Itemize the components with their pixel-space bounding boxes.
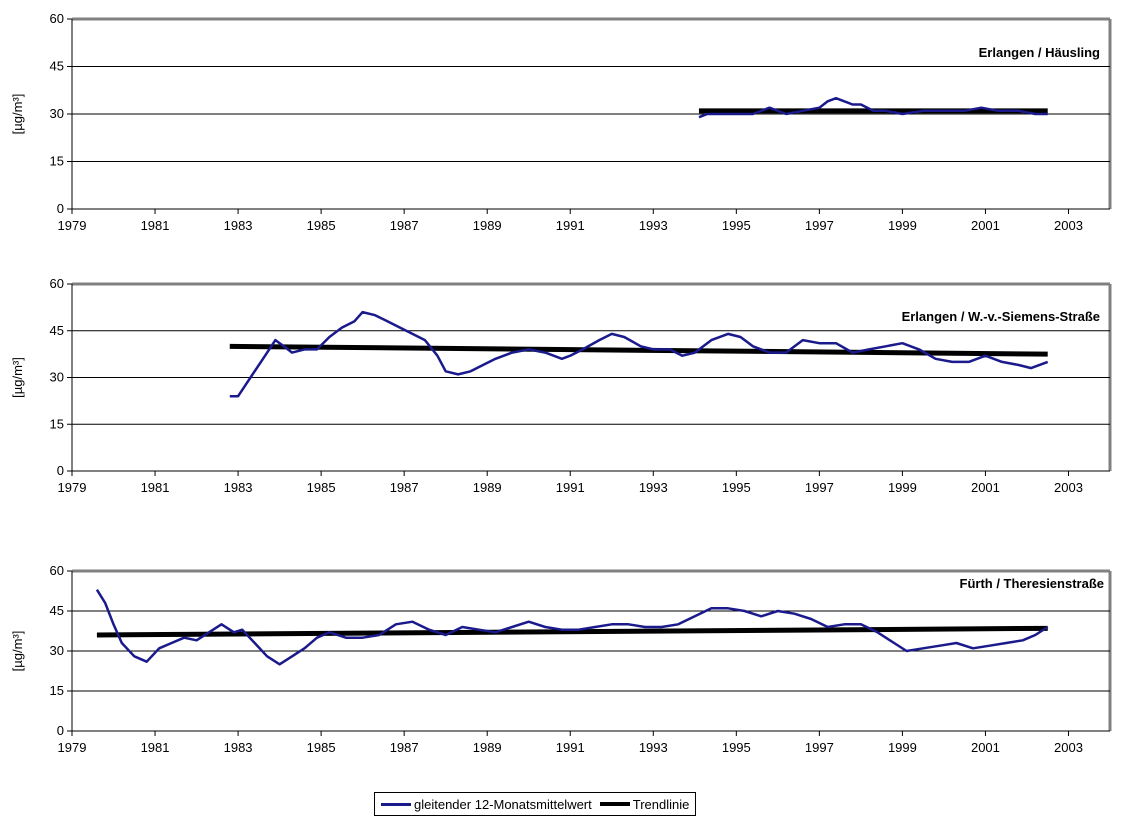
panel-1-xtick-label: 1999 [888, 218, 917, 233]
panel-2-xtick-label: 1983 [224, 480, 253, 495]
panel-3-ytick-label: 0 [57, 723, 64, 738]
panel-1-xtick-label: 1991 [556, 218, 585, 233]
panel-2-xtick-label: 1999 [888, 480, 917, 495]
panel-2-ytick-label: 15 [50, 416, 64, 431]
legend-label-trend: Trendlinie [632, 796, 690, 812]
panel-2-xtick-label: 1987 [390, 480, 419, 495]
panel-2-ylabel: [µg/m³] [10, 357, 25, 398]
panel-3-series-line [95, 589, 1049, 666]
panel-3-title: Fürth / Theresienstraße [960, 576, 1104, 591]
panel-2-xtick-label: 1997 [805, 480, 834, 495]
legend-label-series: gleitender 12-Monatsmittelwert [414, 796, 592, 812]
panel-3-xtick-label: 1983 [224, 740, 253, 755]
panel-1-series-line [698, 96, 1048, 119]
panel-2-ytick-label: 30 [50, 370, 64, 385]
panel-1-title: Erlangen / Häusling [979, 45, 1100, 60]
panel-2-xtick-label: 1991 [556, 480, 585, 495]
legend: gleitender 12-Monatsmittelwert Trendlini… [374, 792, 697, 816]
panel-2-title: Erlangen / W.-v.-Siemens-Straße [902, 309, 1100, 324]
panel-1-ytick-label: 0 [57, 201, 64, 216]
legend-swatch-series [381, 802, 411, 806]
panel-1-xtick-label: 1983 [224, 218, 253, 233]
panel-3-xtick-label: 2001 [971, 740, 1000, 755]
panel-2-xtick-label: 1989 [473, 480, 502, 495]
panel-3-xtick-label: 1987 [390, 740, 419, 755]
panel-1-xtick-label: 1989 [473, 218, 502, 233]
panel-1-xtick-label: 2003 [1054, 218, 1083, 233]
panel-3-xtick-label: 1989 [473, 740, 502, 755]
panel-2-series-line [229, 310, 1049, 398]
panel-2-xtick-label: 1981 [141, 480, 170, 495]
panel-2-xtick-label: 2001 [971, 480, 1000, 495]
panel-3-xtick-label: 1985 [307, 740, 336, 755]
panel-3-xtick-label: 2003 [1054, 740, 1083, 755]
panel-1-ytick-label: 45 [50, 59, 64, 74]
panel-1-ytick-label: 60 [50, 11, 64, 26]
panel-1-xtick-label: 1993 [639, 218, 668, 233]
panel-3-xtick-label: 1995 [722, 740, 751, 755]
panel-3-xtick-label: 1999 [888, 740, 917, 755]
panel-2-ytick-label: 45 [50, 323, 64, 338]
panel-3-ytick-label: 45 [50, 603, 64, 618]
panel-2-xtick-label: 2003 [1054, 480, 1083, 495]
panel-1-xtick-label: 1979 [58, 218, 87, 233]
panel-3-ylabel: [µg/m³] [10, 631, 25, 672]
panel-2-xtick-label: 1993 [639, 480, 668, 495]
panel-2-trendline [229, 343, 1048, 357]
panel-3-xtick-label: 1981 [141, 740, 170, 755]
panel-1-xtick-label: 1995 [722, 218, 751, 233]
panel-3-xtick-label: 1993 [639, 740, 668, 755]
panel-3-ytick-label: 60 [50, 563, 64, 578]
panel-1-ylabel: [µg/m³] [10, 94, 25, 135]
panel-2-xtick-label: 1979 [58, 480, 87, 495]
legend-swatch-trend [599, 802, 630, 806]
panel-3-trendline [96, 625, 1048, 638]
panel-3-ytick-label: 15 [50, 683, 64, 698]
panel-3-xtick-label: 1979 [58, 740, 87, 755]
panel-3-ytick-label: 30 [50, 643, 64, 658]
panel-3-xtick-label: 1991 [556, 740, 585, 755]
panel-2-xtick-label: 1985 [307, 480, 336, 495]
panel-2-ytick-label: 60 [50, 276, 64, 291]
panel-2-ytick-label: 0 [57, 463, 64, 478]
panel-1-ytick-label: 15 [50, 154, 64, 169]
panel-2-xtick-label: 1995 [722, 480, 751, 495]
panel-1-xtick-label: 1987 [390, 218, 419, 233]
panel-1-xtick-label: 1981 [141, 218, 170, 233]
panel-3-xtick-label: 1997 [805, 740, 834, 755]
panel-1-xtick-label: 1985 [307, 218, 336, 233]
panel-1-ytick-label: 30 [50, 106, 64, 121]
panel-1-xtick-label: 2001 [971, 218, 1000, 233]
panel-1-xtick-label: 1997 [805, 218, 834, 233]
